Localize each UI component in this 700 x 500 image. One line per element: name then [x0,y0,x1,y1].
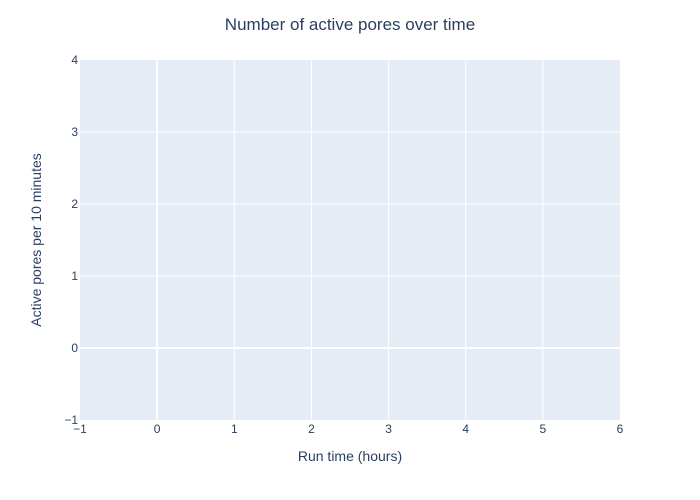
chart-title: Number of active pores over time [225,15,475,34]
y-tick-label: 3 [71,125,78,139]
x-tick-label: 6 [617,422,624,436]
x-tick-label: 2 [308,422,315,436]
y-tick-label: 2 [71,197,78,211]
x-tick-label: 1 [231,422,238,436]
y-tick-label: −1 [64,413,78,427]
x-gridlines [233,60,544,420]
y-tick-label: 0 [71,341,78,355]
x-tick-label: 5 [540,422,547,436]
x-tick-labels: −1 0 1 2 3 4 5 6 [73,422,624,436]
x-axis-title: Run time (hours) [298,448,402,464]
zero-lines [80,60,620,420]
x-tick-label: −1 [73,422,87,436]
y-tick-label: 4 [71,53,78,67]
x-tick-label: 3 [385,422,392,436]
x-tick-label: 4 [462,422,469,436]
y-axis-title: Active pores per 10 minutes [28,153,44,327]
y-gridlines [80,131,620,277]
plot-area [80,60,620,420]
y-tick-label: 1 [71,269,78,283]
x-tick-label: 0 [154,422,161,436]
y-tick-labels: −1 0 1 2 3 4 [64,53,78,427]
